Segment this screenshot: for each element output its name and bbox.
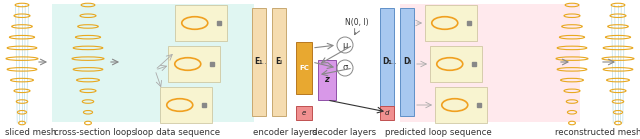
Bar xyxy=(252,8,266,116)
Text: d: d xyxy=(385,110,389,116)
Bar xyxy=(400,4,580,122)
Bar xyxy=(168,46,220,82)
Bar xyxy=(435,87,487,123)
Bar xyxy=(296,106,312,120)
Text: z: z xyxy=(324,75,330,85)
Bar xyxy=(380,8,394,116)
Text: sliced mesh: sliced mesh xyxy=(5,128,56,137)
Text: predicted loop sequence: predicted loop sequence xyxy=(385,128,492,137)
Text: FC: FC xyxy=(299,65,309,71)
Text: E₁: E₁ xyxy=(255,58,263,66)
Text: ...: ... xyxy=(389,58,397,66)
Bar xyxy=(380,106,394,120)
Text: Dₗ: Dₗ xyxy=(403,58,411,66)
Circle shape xyxy=(337,60,353,76)
Text: σ: σ xyxy=(342,64,348,73)
Text: loop data sequence: loop data sequence xyxy=(135,128,221,137)
Bar xyxy=(52,4,254,122)
Text: ...: ... xyxy=(259,58,267,66)
Bar xyxy=(425,5,477,41)
Text: e: e xyxy=(302,110,306,116)
Text: μ: μ xyxy=(342,40,348,49)
Circle shape xyxy=(337,37,353,53)
Bar xyxy=(400,8,414,116)
Text: Eₗ: Eₗ xyxy=(276,58,282,66)
Text: D₁: D₁ xyxy=(382,58,392,66)
Text: decoder layers: decoder layers xyxy=(312,128,376,137)
Text: N(0, I): N(0, I) xyxy=(345,18,369,27)
Bar xyxy=(160,87,212,123)
Bar xyxy=(175,5,227,41)
Bar xyxy=(272,8,286,116)
Text: cross-section loops: cross-section loops xyxy=(54,128,136,137)
Text: reconstructed mesh: reconstructed mesh xyxy=(555,128,640,137)
Text: encoder layers: encoder layers xyxy=(253,128,317,137)
Bar xyxy=(296,42,312,94)
Bar xyxy=(430,46,482,82)
Bar xyxy=(318,60,336,100)
